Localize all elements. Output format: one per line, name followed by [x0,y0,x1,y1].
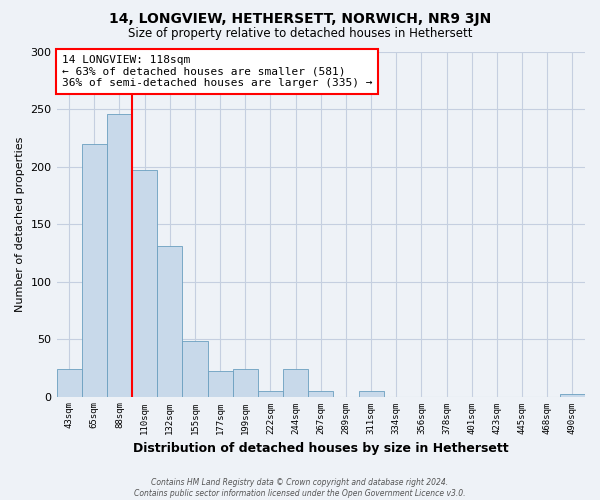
Text: 14 LONGVIEW: 118sqm
← 63% of detached houses are smaller (581)
36% of semi-detac: 14 LONGVIEW: 118sqm ← 63% of detached ho… [62,55,373,88]
X-axis label: Distribution of detached houses by size in Hethersett: Distribution of detached houses by size … [133,442,509,455]
Bar [208,372,233,396]
Bar [233,369,258,396]
Bar [107,114,132,397]
Bar [82,144,107,396]
Text: Contains HM Land Registry data © Crown copyright and database right 2024.
Contai: Contains HM Land Registry data © Crown c… [134,478,466,498]
Bar [132,170,157,396]
Y-axis label: Number of detached properties: Number of detached properties [15,136,25,312]
Bar [56,369,82,396]
Bar [359,391,383,396]
Bar [182,342,208,396]
Text: 14, LONGVIEW, HETHERSETT, NORWICH, NR9 3JN: 14, LONGVIEW, HETHERSETT, NORWICH, NR9 3… [109,12,491,26]
Bar [283,369,308,396]
Text: Size of property relative to detached houses in Hethersett: Size of property relative to detached ho… [128,28,472,40]
Bar [157,246,182,396]
Bar [258,391,283,396]
Bar [560,394,585,396]
Bar [308,391,334,396]
